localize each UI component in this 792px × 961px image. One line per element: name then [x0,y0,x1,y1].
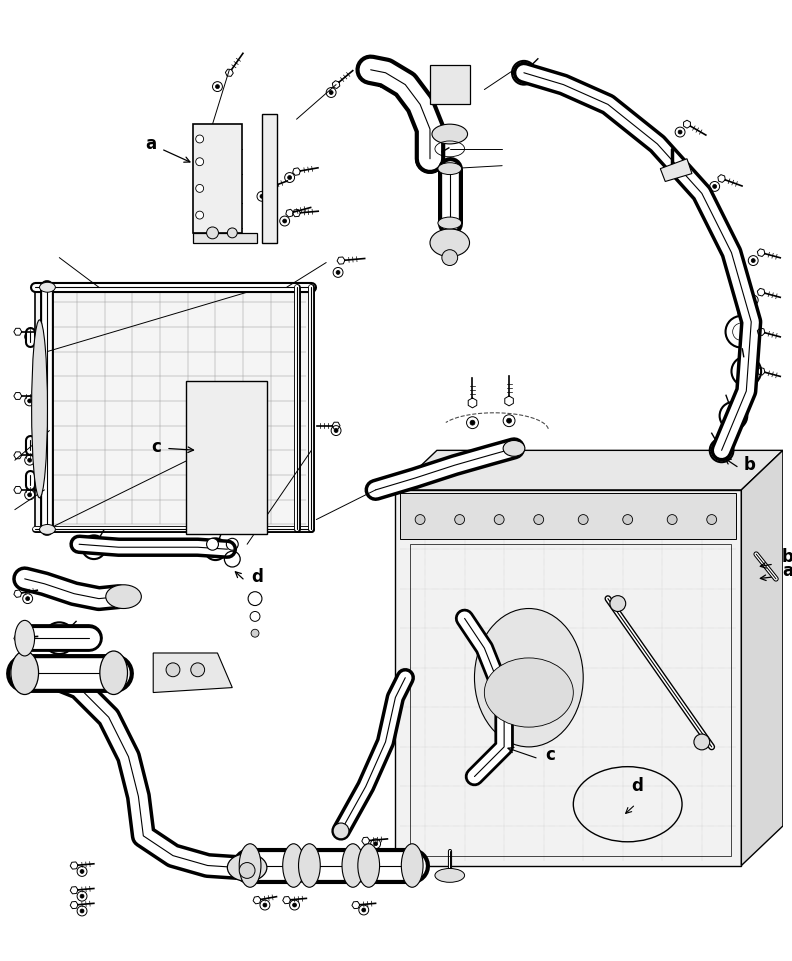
Circle shape [415,514,425,525]
Circle shape [362,908,366,912]
Text: a: a [146,135,157,153]
Circle shape [260,194,264,198]
Circle shape [28,493,32,497]
Circle shape [80,870,84,874]
Ellipse shape [299,844,320,887]
Circle shape [28,334,32,338]
Circle shape [678,130,682,134]
Circle shape [336,270,340,275]
Ellipse shape [100,651,128,695]
Ellipse shape [40,525,55,534]
Circle shape [227,228,238,237]
Polygon shape [430,64,470,105]
Circle shape [752,337,756,341]
Ellipse shape [15,621,35,656]
Ellipse shape [358,844,379,887]
Polygon shape [400,493,737,539]
Circle shape [752,298,756,302]
Circle shape [196,185,204,192]
Text: c: c [151,438,161,456]
Circle shape [25,597,29,601]
Ellipse shape [32,320,48,498]
Polygon shape [395,451,782,490]
Text: a: a [782,562,792,579]
Polygon shape [661,159,692,182]
Circle shape [166,663,180,677]
Text: d: d [251,568,263,586]
Text: b: b [782,548,792,566]
Circle shape [455,514,465,525]
Circle shape [239,863,255,878]
Circle shape [207,227,219,239]
Circle shape [507,418,512,423]
Ellipse shape [40,283,55,292]
Ellipse shape [474,608,583,747]
Circle shape [329,90,333,94]
Circle shape [283,219,287,223]
Circle shape [28,458,32,462]
Circle shape [752,378,756,382]
Ellipse shape [430,229,470,257]
Circle shape [80,909,84,913]
Circle shape [292,903,296,907]
Circle shape [752,259,756,262]
Polygon shape [395,490,741,866]
Circle shape [374,842,378,846]
Ellipse shape [503,440,525,456]
Circle shape [196,136,204,143]
Circle shape [706,514,717,525]
Ellipse shape [485,658,573,727]
Polygon shape [153,653,232,693]
Ellipse shape [239,844,261,887]
Circle shape [191,663,204,677]
Circle shape [470,420,475,425]
Circle shape [215,85,219,88]
Circle shape [263,903,267,907]
Circle shape [334,429,338,432]
Text: d: d [632,777,644,796]
Circle shape [442,250,458,265]
Polygon shape [262,114,276,243]
Circle shape [494,514,505,525]
Circle shape [667,514,677,525]
Ellipse shape [402,844,423,887]
Polygon shape [741,451,782,866]
Text: c: c [546,746,555,764]
Text: b: b [744,456,756,474]
Circle shape [196,211,204,219]
Circle shape [251,629,259,637]
Circle shape [578,514,588,525]
Circle shape [28,399,32,403]
Circle shape [713,185,717,188]
Ellipse shape [283,844,304,887]
Polygon shape [192,233,257,243]
Ellipse shape [435,869,465,882]
Polygon shape [192,124,242,233]
Circle shape [623,514,633,525]
Circle shape [694,734,710,750]
Circle shape [534,514,543,525]
Ellipse shape [438,217,462,229]
Circle shape [333,823,349,839]
Ellipse shape [432,124,467,144]
Circle shape [196,158,204,165]
Circle shape [610,596,626,611]
Ellipse shape [227,853,267,881]
Circle shape [287,176,291,180]
Polygon shape [186,382,267,534]
Circle shape [80,894,84,899]
Ellipse shape [342,844,364,887]
Ellipse shape [438,162,462,175]
Polygon shape [35,287,311,530]
Ellipse shape [106,585,141,608]
Ellipse shape [11,651,39,695]
Circle shape [207,538,219,551]
